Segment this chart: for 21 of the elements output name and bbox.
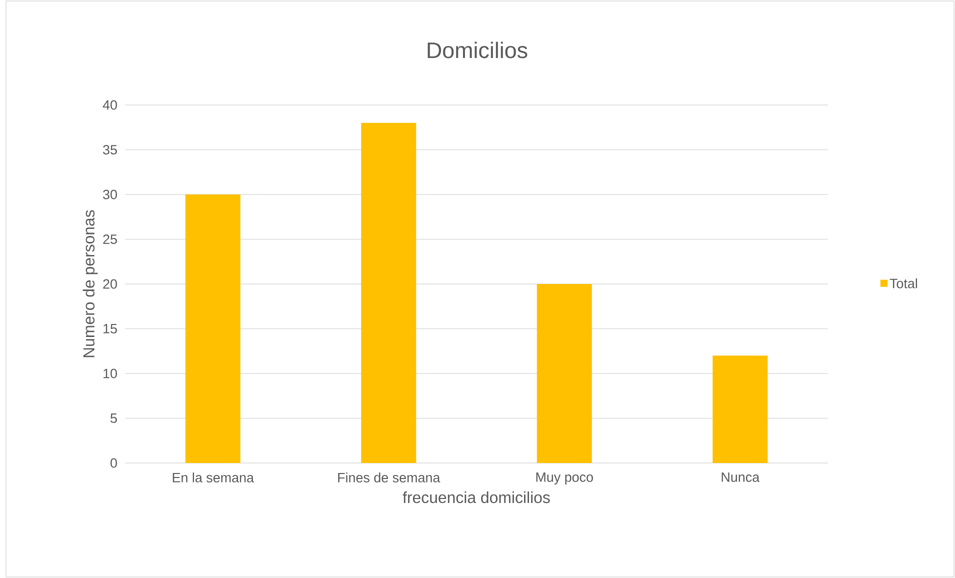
y-tick-label: 5 xyxy=(110,414,117,423)
chart-title: Domicilios xyxy=(428,42,528,58)
x-tick-label: Fines de semana xyxy=(338,472,440,482)
x-tick-label: Nunca xyxy=(722,472,760,482)
bar xyxy=(361,122,416,463)
y-tick-label: 40 xyxy=(102,100,117,110)
x-tick-label: En la semana xyxy=(172,472,254,482)
y-tick-label: 20 xyxy=(103,279,117,289)
bar xyxy=(185,194,240,463)
x-axis-title: frecuencia domicilios xyxy=(402,491,550,504)
bar xyxy=(712,356,768,463)
x-tick-label: Muy poco xyxy=(536,472,593,485)
y-tick-label: 10 xyxy=(104,368,117,378)
y-tick-label: 25 xyxy=(103,234,117,244)
y-axis-title: Numero de personas xyxy=(82,210,98,358)
legend-label: Total xyxy=(890,278,918,288)
bar xyxy=(536,284,592,463)
y-tick-label: 35 xyxy=(103,144,117,155)
y-tick-label: 15 xyxy=(104,324,117,334)
y-tick-label: 30 xyxy=(103,190,117,200)
y-tick-label: 0 xyxy=(110,458,117,468)
